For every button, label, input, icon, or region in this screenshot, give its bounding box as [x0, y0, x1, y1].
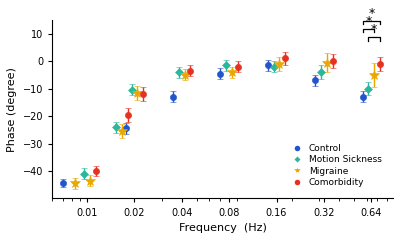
Text: *: * — [365, 15, 372, 28]
X-axis label: Frequency  (Hz): Frequency (Hz) — [179, 223, 266, 233]
Text: *: * — [368, 7, 374, 20]
Text: *: * — [371, 24, 377, 36]
Y-axis label: Phase (degree): Phase (degree) — [7, 67, 17, 152]
Legend: Control, Motion Sickness, Migraine, Comorbidity: Control, Motion Sickness, Migraine, Como… — [284, 140, 385, 190]
